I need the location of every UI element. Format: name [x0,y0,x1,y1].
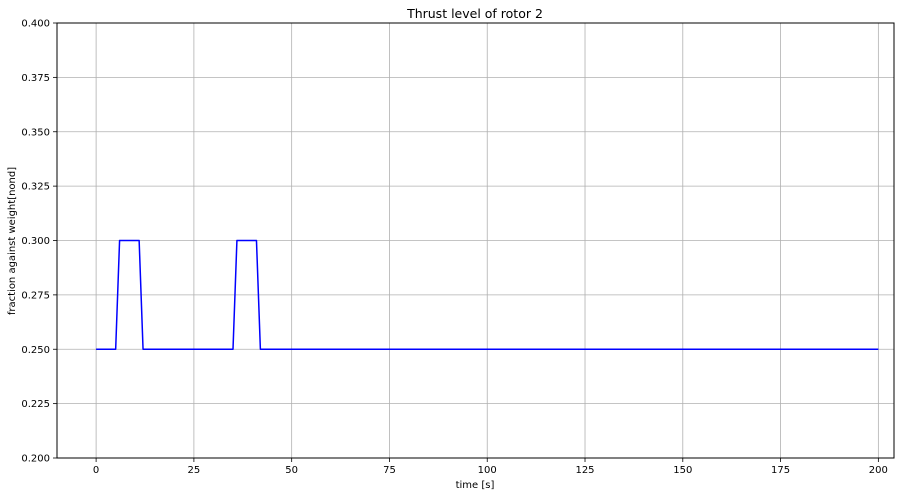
y-tick-label: 0.250 [21,345,50,356]
y-tick-label: 0.275 [21,290,50,301]
y-tick-label: 0.350 [21,127,50,138]
y-tick-label: 0.300 [21,236,50,247]
x-tick-label: 75 [383,465,396,476]
x-tick-label: 150 [673,465,692,476]
y-tick-label: 0.325 [21,182,50,193]
series-line-0 [96,239,879,350]
x-tick-label: 25 [188,465,201,476]
x-tick-label: 175 [771,465,790,476]
x-tick-label: 125 [575,465,594,476]
y-tick-label: 0.400 [21,19,50,30]
chart-title: Thrust level of rotor 2 [406,6,543,21]
x-axis-label: time [s] [456,480,495,491]
y-axis-ticks: 0.200 0.225 0.250 0.275 0.300 0.325 0.350 0.375… [21,19,57,465]
x-axis-ticks: 0 25 50 75 100 125 150 175 200 [93,458,888,476]
y-tick-label: 0.225 [21,399,50,410]
y-tick-label: 0.375 [21,73,50,84]
series-layer [96,239,879,350]
y-tick-label: 0.200 [21,454,50,465]
x-tick-label: 0 [93,465,99,476]
y-axis-label: fraction against weight[nond] [7,167,18,315]
x-tick-label: 200 [869,465,888,476]
x-tick-label: 100 [478,465,497,476]
x-tick-label: 50 [285,465,298,476]
